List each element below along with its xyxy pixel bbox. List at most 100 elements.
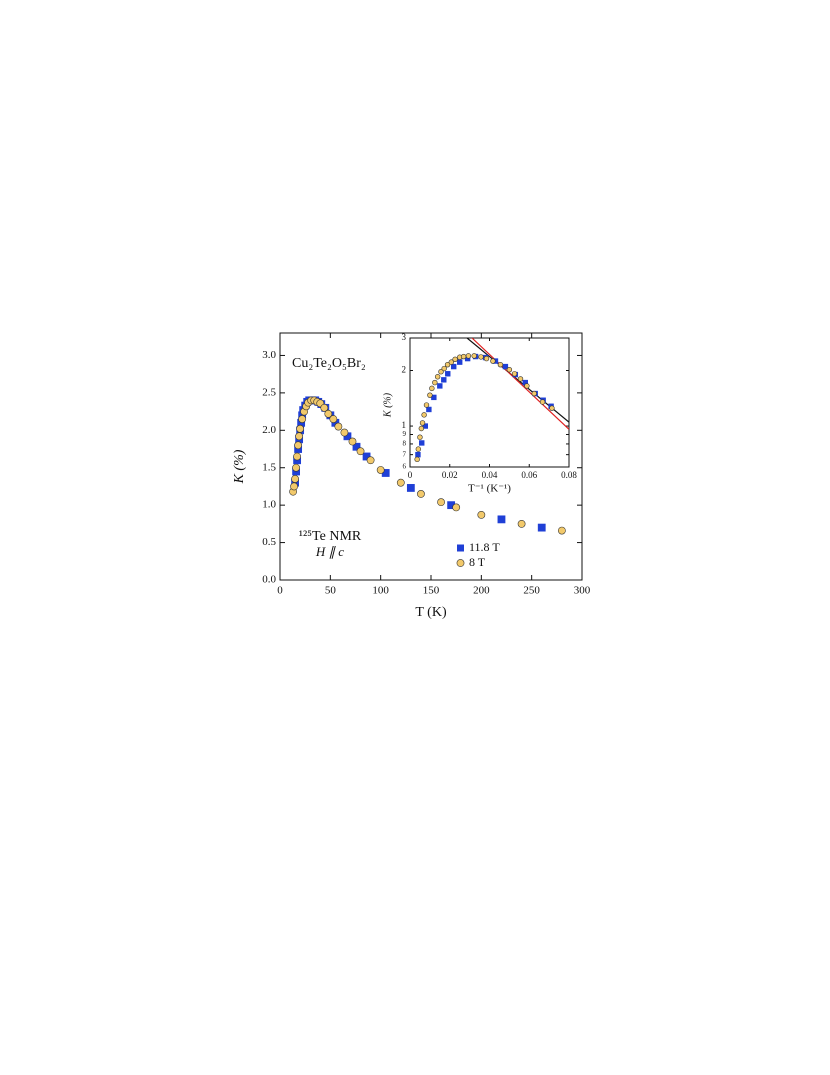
data-point bbox=[451, 363, 457, 370]
data-point bbox=[417, 434, 423, 440]
data-point bbox=[444, 362, 451, 368]
data-point bbox=[396, 478, 405, 487]
data-point bbox=[537, 523, 546, 532]
data-point bbox=[296, 424, 305, 433]
data-point bbox=[294, 441, 303, 450]
y-tick-label: 2.5 bbox=[262, 386, 276, 398]
data-point bbox=[517, 519, 526, 528]
data-point bbox=[431, 394, 437, 401]
data-point bbox=[478, 354, 484, 360]
data-point bbox=[437, 498, 445, 507]
data-point bbox=[434, 374, 441, 380]
data-point bbox=[441, 377, 447, 383]
fit-line bbox=[471, 338, 569, 430]
y-axis-label: K (%) bbox=[232, 449, 247, 484]
data-point bbox=[539, 399, 546, 405]
data-point bbox=[295, 432, 304, 441]
data-point bbox=[441, 365, 447, 372]
y-tick-label: 3.0 bbox=[262, 349, 276, 361]
data-point bbox=[419, 440, 425, 446]
x-tick-label: 0 bbox=[277, 585, 283, 597]
data-point bbox=[452, 503, 461, 512]
x-tick-label: 0.02 bbox=[442, 470, 458, 480]
data-point bbox=[419, 420, 426, 426]
x-tick-label: 0.04 bbox=[482, 470, 498, 480]
y-tick-label: 3 bbox=[402, 332, 407, 342]
data-point bbox=[414, 456, 420, 463]
y-tick-label: 8 bbox=[403, 440, 407, 448]
data-point bbox=[356, 447, 365, 456]
data-point bbox=[511, 371, 518, 377]
data-point bbox=[502, 363, 509, 370]
data-point bbox=[421, 412, 427, 418]
data-point bbox=[340, 428, 349, 437]
x-tick-label: 250 bbox=[523, 585, 540, 597]
x-tick-label: 100 bbox=[372, 585, 389, 597]
data-point bbox=[557, 526, 566, 535]
data-point bbox=[292, 463, 301, 472]
data-point bbox=[406, 484, 415, 492]
y-axis-label: K (%) bbox=[382, 392, 393, 418]
data-point bbox=[366, 456, 375, 465]
data-point bbox=[290, 482, 298, 491]
data-point bbox=[348, 437, 357, 446]
legend-label: 8 T bbox=[469, 555, 486, 569]
data-point bbox=[324, 409, 333, 418]
data-point bbox=[471, 353, 477, 359]
data-point bbox=[432, 379, 438, 386]
x-tick-label: 200 bbox=[473, 585, 490, 597]
annotation: H ∥ c bbox=[315, 544, 344, 559]
data-point bbox=[490, 358, 496, 364]
data-point bbox=[524, 383, 530, 389]
y-tick-label: 2 bbox=[402, 365, 407, 375]
data-point bbox=[483, 355, 490, 362]
x-axis-label: T⁻¹ (K⁻¹) bbox=[468, 483, 511, 495]
x-tick-label: 0.08 bbox=[561, 470, 577, 480]
y-tick-label: 1.5 bbox=[262, 461, 276, 473]
y-tick-label: 0.5 bbox=[262, 536, 276, 548]
data-point bbox=[452, 356, 458, 362]
legend-marker bbox=[457, 544, 464, 552]
data-point bbox=[415, 446, 422, 452]
data-point bbox=[460, 353, 467, 360]
x-tick-label: 50 bbox=[325, 585, 337, 597]
data-point bbox=[426, 406, 432, 413]
legend-marker bbox=[456, 559, 465, 567]
data-point bbox=[549, 405, 555, 411]
data-point bbox=[506, 367, 513, 373]
data-point bbox=[445, 371, 451, 377]
y-tick-label: 0.0 bbox=[262, 574, 276, 586]
y-tick-label: 6 bbox=[403, 463, 407, 471]
data-point bbox=[517, 376, 524, 382]
x-axis-label: T (K) bbox=[415, 605, 447, 620]
y-tick-label: 7 bbox=[403, 450, 407, 458]
x-tick-label: 0.06 bbox=[521, 470, 537, 480]
data-point bbox=[291, 475, 299, 483]
y-tick-label: 9 bbox=[403, 430, 407, 438]
data-point bbox=[427, 392, 433, 398]
data-point bbox=[497, 362, 504, 368]
data-point bbox=[423, 402, 430, 408]
data-point bbox=[352, 442, 361, 451]
data-point bbox=[438, 369, 444, 375]
data-point bbox=[417, 490, 425, 498]
data-point bbox=[429, 385, 435, 392]
y-tick-label: 1.0 bbox=[262, 499, 276, 511]
x-tick-label: 300 bbox=[574, 585, 591, 597]
data-point bbox=[531, 390, 537, 397]
legend-label: 11.8 T bbox=[469, 540, 500, 554]
data-point bbox=[415, 451, 421, 458]
data-point bbox=[422, 423, 429, 429]
data-point bbox=[418, 425, 425, 432]
data-point bbox=[334, 422, 343, 431]
data-point bbox=[320, 403, 329, 412]
data-point bbox=[497, 515, 506, 524]
annotation: ¹²⁵Te NMR bbox=[299, 529, 362, 544]
data-point bbox=[437, 383, 443, 389]
annotation: Cu₂Te₂O₅Br₂ bbox=[292, 356, 366, 371]
data-point bbox=[465, 353, 472, 359]
x-tick-label: 150 bbox=[423, 585, 440, 597]
x-tick-label: 0 bbox=[408, 470, 413, 480]
data-point bbox=[293, 452, 302, 461]
